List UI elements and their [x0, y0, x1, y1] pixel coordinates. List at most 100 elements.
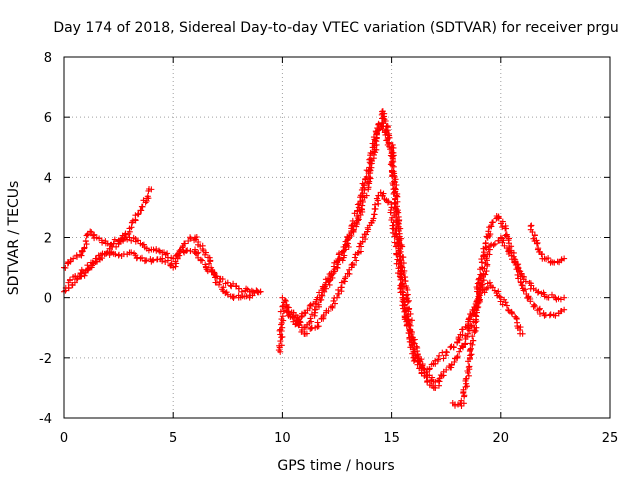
x-axis-title: GPS time / hours — [277, 458, 394, 474]
series-marks — [247, 288, 261, 299]
series-track-8 — [453, 234, 568, 361]
x-tick-label: 25 — [602, 431, 619, 446]
y-tick-label: 2 — [44, 232, 52, 247]
y-tick-label: 8 — [44, 51, 52, 66]
series-marks — [509, 310, 524, 337]
series-marks — [128, 210, 142, 231]
x-tick-label: 5 — [169, 431, 177, 446]
series-marks — [159, 257, 175, 269]
series-marks — [457, 372, 472, 407]
series-marks — [354, 175, 374, 222]
data-point — [323, 285, 330, 292]
data-point — [104, 240, 111, 247]
series-marks — [476, 246, 493, 298]
series-marks — [543, 255, 554, 266]
series-marks — [202, 251, 219, 286]
data-point — [377, 189, 384, 196]
series-marks — [555, 308, 565, 317]
series-marks — [139, 241, 152, 254]
series-marks — [236, 285, 251, 295]
series-marks — [322, 265, 341, 288]
data-point — [334, 264, 340, 271]
series-marks — [290, 309, 306, 335]
series-marks — [172, 243, 186, 270]
series-marks — [128, 249, 141, 262]
data-point — [561, 255, 568, 262]
data-point — [552, 312, 559, 319]
series-marks — [62, 281, 76, 294]
series-marks — [192, 234, 207, 254]
series-marks — [373, 108, 387, 142]
y-axis-title: SDTVAR / TECUs — [6, 181, 22, 296]
series-marks — [88, 229, 98, 242]
series-marks — [296, 310, 306, 325]
series-marks — [368, 192, 382, 226]
series-marks — [533, 287, 547, 297]
series-marks — [95, 250, 109, 262]
data-point — [530, 303, 537, 310]
x-tick-label: 0 — [60, 431, 68, 446]
chart-title: Day 174 of 2018, Sidereal Day-to-day VTE… — [53, 20, 618, 36]
series-marks — [379, 190, 395, 208]
series-marks — [275, 307, 287, 354]
series-marks — [302, 324, 315, 337]
series-marks — [281, 297, 297, 321]
data-layer — [61, 108, 568, 409]
series-marks — [365, 141, 380, 177]
series-marks — [67, 251, 84, 263]
grid-layer — [64, 57, 610, 418]
y-tick-label: 4 — [44, 171, 52, 186]
series-marks — [227, 292, 242, 301]
series-marks — [78, 230, 91, 255]
series-marks — [335, 270, 351, 297]
data-point — [71, 279, 78, 286]
series-marks — [139, 254, 154, 265]
data-point — [257, 288, 264, 295]
series-marks — [314, 312, 327, 330]
series-track-7 — [449, 213, 568, 409]
series-marks — [216, 275, 229, 287]
x-tick-label: 20 — [493, 431, 510, 446]
data-point — [148, 186, 155, 193]
series-marks — [118, 234, 131, 244]
series-marks — [356, 224, 372, 255]
data-point — [443, 366, 450, 373]
series-marks — [487, 237, 502, 249]
data-point — [497, 234, 504, 241]
series-marks — [487, 282, 503, 300]
data-point — [528, 222, 535, 229]
series-marks — [216, 278, 230, 297]
series-marks — [527, 223, 542, 252]
x-tick-label: 10 — [274, 431, 291, 446]
data-point — [541, 312, 548, 319]
series-marks — [311, 286, 328, 313]
series-marks — [519, 285, 537, 308]
y-tick-label: -2 — [39, 352, 52, 367]
data-point — [388, 204, 395, 211]
series-marks — [106, 249, 119, 258]
data-point — [87, 228, 94, 235]
tick-layer: 0 5 10 15 20 25 -4 -2 0 2 4 6 8 — [39, 51, 618, 446]
series-track-2 — [61, 228, 264, 296]
series-marks — [150, 246, 163, 255]
data-point — [355, 216, 362, 223]
series-marks — [227, 280, 240, 290]
x-tick-label: 15 — [383, 431, 400, 446]
series-marks — [549, 259, 558, 266]
data-point — [334, 294, 340, 301]
series-marks — [475, 244, 490, 283]
y-tick-label: 0 — [44, 292, 52, 307]
series-marks — [379, 110, 396, 148]
y-tick-label: -4 — [39, 412, 52, 427]
series-marks — [432, 368, 447, 391]
data-point — [519, 330, 526, 337]
y-tick-label: 6 — [44, 111, 52, 126]
series-marks — [482, 223, 495, 246]
series-marks — [149, 256, 164, 264]
series-marks — [302, 311, 318, 331]
series-marks — [509, 256, 525, 288]
data-point — [224, 279, 231, 286]
series-marks — [556, 256, 565, 266]
series-track-5 — [279, 108, 461, 391]
